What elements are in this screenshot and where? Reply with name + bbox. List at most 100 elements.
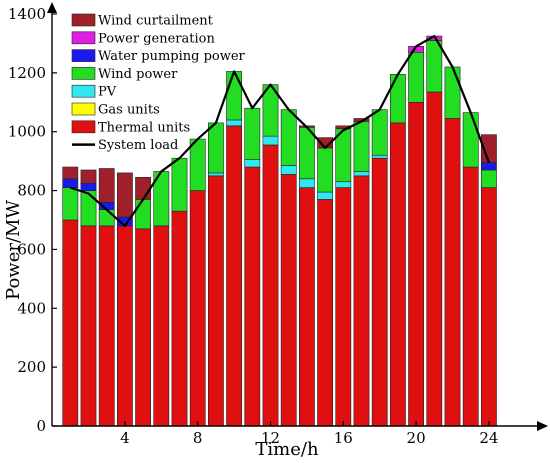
legend: Wind curtailment Power generation Water pu… [71,13,246,153]
legend-label-power-generation: Power generation [98,31,215,46]
y-tick-label: 800 [17,182,46,200]
bar-pv-t14 [298,178,315,188]
legend-label-pv: PV [98,85,117,100]
bar-thermal-units-t8 [189,190,206,427]
legend-label-system-load: System load [98,138,178,153]
legend-swatch-wind-curtailment [71,13,96,27]
axes-layer [47,2,548,431]
bar-thermal-units-t20 [408,101,424,427]
bar-water-pumping-power-t1 [62,178,79,188]
y-tick-label: 400 [17,299,46,317]
y-tick-label: 1200 [8,64,46,82]
legend-swatch-wind-power [71,67,96,80]
legend-label-thermal-units: Thermal units [98,120,190,135]
bar-thermal-units-t15 [317,199,333,427]
legend-swatch-pv [71,84,96,98]
bar-pv-t17 [353,171,370,177]
legend-label-wind-power: Wind power [98,67,178,82]
y-tick-label: 1000 [8,123,46,141]
bar-pv-t15 [317,191,333,200]
legend-swatch-water-pumping-power [71,49,96,62]
bar-wind-power-t24 [480,169,497,188]
x-tick-label: 16 [334,429,353,447]
bar-thermal-units-t12 [262,144,279,427]
bar-thermal-units-t5 [135,228,151,427]
x-tick-label: 4 [120,429,130,447]
bar-wind-power-t11 [244,107,261,160]
legend-label-water-pumping-power: Water pumping power [98,49,246,64]
legend-label-gas-units: Gas units [98,103,160,118]
bar-wind-curtailment-t3 [98,168,115,203]
bar-thermal-units-t7 [171,210,188,427]
x-tick-label: 8 [193,429,203,447]
bar-thermal-units-t1 [62,219,79,427]
bar-wind-power-t22 [444,66,461,119]
x-axis-title: Time/h [255,439,319,460]
bar-wind-curtailment-t5 [135,177,151,200]
legend-swatch-power-generation [71,31,96,45]
bar-thermal-units-t13 [280,174,297,427]
bar-wind-power-t20 [408,51,424,103]
bar-wind-power-t13 [280,109,297,166]
legend-label-wind-curtailment: Wind curtailment [98,14,214,29]
bar-thermal-units-t2 [80,225,97,427]
bar-pv-t9 [208,172,224,177]
bar-thermal-units-t24 [480,187,497,427]
bar-wind-power-t1 [62,187,79,221]
bar-thermal-units-t3 [98,225,115,427]
bar-pv-t13 [280,165,297,175]
y-axis-arrow [47,2,57,13]
bar-wind-power-t18 [371,109,388,156]
x-tick-label: 12 [261,429,280,447]
y-tick-label: 0 [36,417,46,435]
bar-thermal-units-t18 [371,157,388,427]
bar-wind-power-t7 [171,157,188,212]
system-load-line [69,34,490,227]
system-load-line-layer [69,34,490,227]
bar-wind-power-t15 [317,147,333,193]
y-tick-label: 600 [17,240,46,258]
legend-swatch-thermal-units [71,120,96,134]
bar-water-pumping-power-t24 [480,162,497,171]
bar-wind-power-t3 [98,209,115,227]
bar-wind-power-t19 [389,74,406,124]
bar-thermal-units-t23 [462,166,479,427]
bar-pv-t18 [371,154,388,159]
bar-wind-power-t23 [462,112,479,168]
bar-wind-curtailment-t1 [62,166,79,180]
bar-thermal-units-t16 [335,187,352,427]
bar-thermal-units-t14 [298,187,315,427]
bar-wind-curtailment-t2 [80,169,97,184]
bar-pv-t12 [262,135,279,146]
bar-thermal-units-t21 [426,91,443,427]
bar-wind-curtailment-t4 [117,172,133,218]
bar-thermal-units-t19 [389,122,406,427]
bar-thermal-units-t10 [226,125,242,427]
bar-wind-power-t10 [226,71,242,121]
bar-wind-power-t14 [298,127,315,180]
bar-pv-t16 [335,181,352,188]
bar-pv-t11 [244,159,261,168]
bar-wind-power-t21 [426,40,443,93]
bar-wind-power-t5 [135,199,151,230]
bar-water-pumping-power-t2 [80,182,97,191]
bars-layer [62,35,497,427]
bar-thermal-units-t11 [244,166,261,427]
bar-thermal-units-t9 [208,175,224,427]
bar-wind-power-t2 [80,190,97,227]
y-tick-label: 200 [17,358,46,376]
bar-pv-t10 [226,119,242,127]
bar-wind-power-t9 [208,122,224,174]
legend-swatch-gas-units [71,102,96,116]
x-axis-arrow [537,421,548,431]
x-tick-label: 24 [479,429,498,447]
bar-wind-power-t8 [189,138,206,191]
x-tick-label: 20 [407,429,426,447]
bar-thermal-units-t17 [353,175,370,427]
y-axis-title: Power/MW [3,200,24,300]
bar-thermal-units-t4 [117,225,133,427]
ticks-layer: 0 200 400 600 800 1000 1200 1400 4 8 12 16 20 24 [8,5,499,447]
bar-wind-curtailment-t24 [480,134,497,163]
bar-thermal-units-t6 [153,225,170,427]
